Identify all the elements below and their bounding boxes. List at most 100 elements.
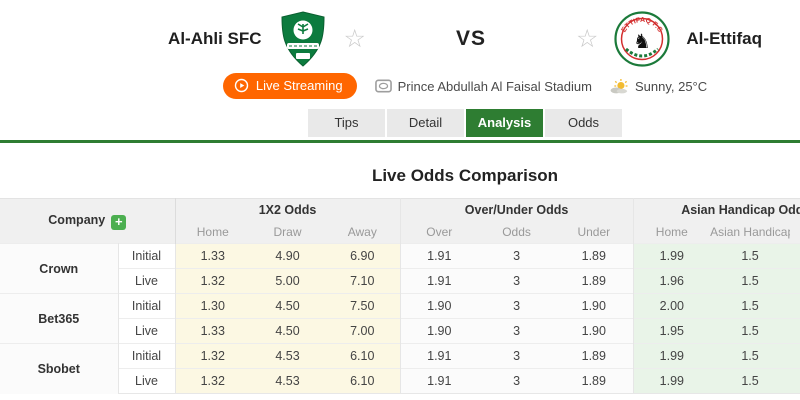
page-title: Live Odds Comparison	[371, 166, 559, 185]
odds-value-1x2: 6.90	[325, 243, 401, 269]
odds-type-label: Initial	[118, 243, 176, 269]
company-column-header: Company +	[0, 198, 176, 244]
away-team: ☆ ETTIFAQ F.C ♞ Al-Ettifaq	[576, 11, 762, 67]
odds-value-over-under: 1.91	[400, 343, 479, 369]
odds-type-label: Live	[118, 368, 176, 394]
odds-value-over-under: 3	[478, 243, 556, 269]
odds-value-1x2: 4.50	[250, 293, 326, 319]
odds-type-label: Live	[118, 318, 176, 344]
vs-label: VS	[455, 27, 486, 50]
odds-value-clipped	[790, 343, 800, 369]
weather-text: Sunny, 25°C	[634, 78, 708, 94]
odds-value-over-under: 3	[478, 268, 556, 294]
live-streaming-button[interactable]: Live Streaming	[222, 73, 357, 99]
odds-value-1x2: 4.53	[250, 343, 326, 369]
odds-type-label: Initial	[118, 343, 176, 369]
column-subheader-clipped	[790, 221, 800, 244]
odds-value-asian-handicap: 1.99	[633, 343, 711, 369]
odds-value-asian-handicap: 1.5	[710, 318, 791, 344]
odds-value-over-under: 1.91	[400, 268, 479, 294]
odds-value-1x2: 1.30	[175, 293, 251, 319]
odds-value-asian-handicap: 1.5	[710, 343, 791, 369]
odds-value-1x2: 1.32	[175, 343, 251, 369]
odds-value-1x2: 1.33	[175, 243, 251, 269]
odds-value-over-under: 1.89	[555, 343, 634, 369]
odds-value-clipped	[790, 293, 800, 319]
tab-analysis[interactable]: Analysis	[466, 109, 543, 137]
column-group-header: 1X2 Odds	[174, 198, 401, 221]
odds-value-1x2: 6.10	[325, 343, 401, 369]
home-team: Al-Ahli SFC ☆	[168, 11, 366, 67]
tabs-active-underline	[0, 140, 800, 143]
column-subheader: Asian Handicap	[710, 221, 791, 244]
column-subheader: Home	[174, 221, 251, 244]
home-team-logo	[278, 11, 328, 67]
away-favorite-star-icon[interactable]: ☆	[575, 24, 599, 53]
odds-value-asian-handicap: 2.00	[633, 293, 711, 319]
odds-value-asian-handicap: 1.5	[710, 243, 791, 269]
column-group-header: Asian Handicap Odds	[632, 198, 800, 221]
column-subheader: Away	[325, 221, 401, 244]
odds-row: Crown Initial 1.33 4.90 6.90 1.91 3 1.89 1.99 1.5	[0, 243, 800, 294]
odds-row: Live 1.33 4.50 7.00 1.90 3 1.90 1.95 1.5	[0, 318, 800, 344]
odds-value-over-under: 1.91	[400, 243, 479, 269]
odds-value-1x2: 4.50	[250, 318, 326, 344]
match-meta: Live Streaming Prince Abdullah Al Faisal…	[0, 71, 800, 101]
column-subheader: Under	[555, 221, 634, 244]
odds-value-1x2: 4.53	[250, 368, 326, 394]
column-subheader: Odds	[478, 221, 556, 244]
home-favorite-star-icon[interactable]: ☆	[343, 24, 366, 53]
tab-detail[interactable]: Detail	[387, 109, 464, 137]
stadium-icon	[374, 79, 392, 93]
odds-type-label: Initial	[118, 293, 176, 319]
company-name: Bet365	[0, 293, 119, 344]
odds-value-1x2: 1.32	[175, 268, 251, 294]
stadium-name: Prince Abdullah Al Faisal Stadium	[397, 78, 592, 94]
odds-value-over-under: 1.90	[400, 293, 479, 319]
home-team-name: Al-Ahli SFC	[168, 29, 262, 48]
play-icon	[234, 78, 249, 93]
company-name: Sbobet	[0, 343, 119, 394]
odds-value-1x2: 1.33	[175, 318, 251, 344]
svg-text:♞: ♞	[633, 29, 651, 53]
odds-value-over-under: 3	[478, 318, 556, 344]
away-team-name: Al-Ettifaq	[686, 29, 762, 48]
tabs: Tips Detail Analysis Odds	[0, 109, 800, 137]
odds-value-asian-handicap: 1.5	[710, 268, 791, 294]
column-subheader: Home	[632, 221, 711, 244]
add-company-button[interactable]: +	[111, 214, 127, 230]
weather-info: Sunny, 25°C	[610, 78, 707, 94]
column-subheader: Over	[399, 221, 479, 244]
odds-value-asian-handicap: 1.5	[710, 293, 791, 319]
odds-row: Live 1.32 5.00 7.10 1.91 3 1.89 1.96 1.5	[0, 268, 800, 294]
odds-value-over-under: 1.90	[400, 318, 479, 344]
odds-row: Live 1.32 4.53 6.10 1.91 3 1.89 1.99 1.5	[0, 368, 800, 394]
odds-value-over-under: 3	[478, 293, 556, 319]
company-header-label: Company	[48, 212, 106, 227]
odds-table: Company +1X2 Odds Over/Under Odds Asian Han…	[0, 198, 800, 394]
odds-value-over-under: 1.90	[555, 293, 634, 319]
company-name: Crown	[0, 243, 119, 294]
tabs-bar: Tips Detail Analysis Odds	[0, 109, 800, 143]
odds-value-over-under: 1.89	[555, 268, 634, 294]
odds-value-1x2: 1.32	[175, 368, 251, 394]
odds-value-asian-handicap: 1.99	[633, 243, 711, 269]
weather-sun-icon	[610, 78, 629, 94]
odds-value-asian-handicap: 1.96	[633, 268, 711, 294]
odds-value-asian-handicap: 1.5	[710, 368, 791, 394]
column-group-header: Over/Under Odds	[399, 198, 634, 221]
odds-value-asian-handicap: 1.99	[633, 368, 711, 394]
odds-value-clipped	[790, 243, 800, 269]
column-subheader: Draw	[250, 221, 326, 244]
odds-value-over-under: 1.91	[400, 368, 479, 394]
match-header: Al-Ahli SFC ☆ VS ☆	[0, 0, 800, 68]
odds-value-1x2: 5.00	[250, 268, 326, 294]
odds-value-1x2: 7.50	[325, 293, 401, 319]
odds-value-over-under: 3	[478, 343, 556, 369]
tab-odds[interactable]: Odds	[545, 109, 622, 137]
odds-value-1x2: 4.90	[250, 243, 326, 269]
odds-value-asian-handicap: 1.95	[633, 318, 711, 344]
odds-type-label: Live	[118, 268, 176, 294]
tab-tips[interactable]: Tips	[308, 109, 385, 137]
